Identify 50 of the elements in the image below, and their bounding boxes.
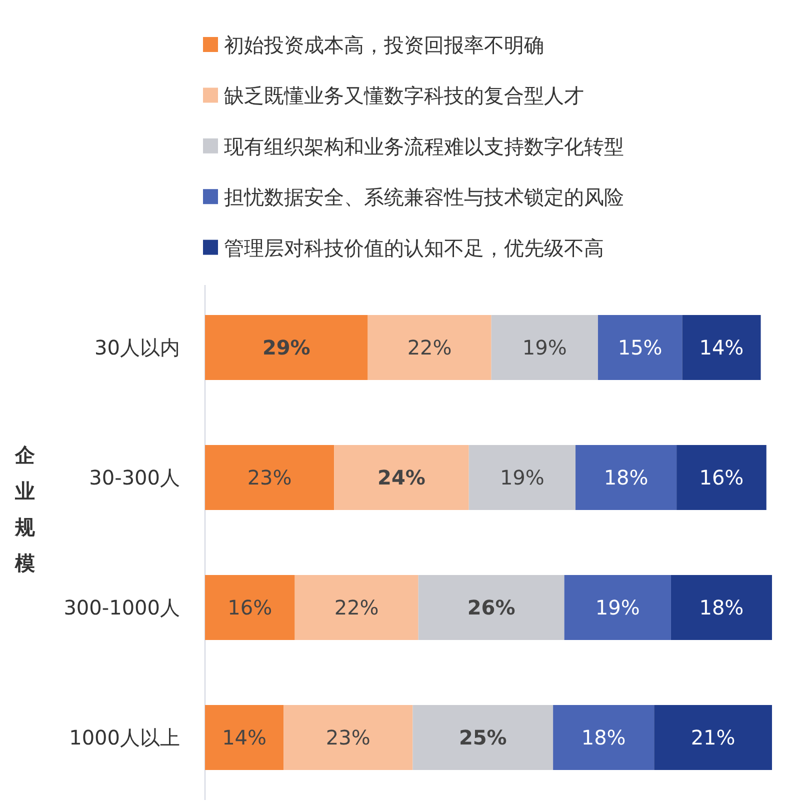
data-label: 16%: [699, 466, 744, 490]
bar: [491, 315, 598, 380]
bar: [368, 315, 492, 380]
data-label: 19%: [500, 466, 544, 490]
bar: [412, 705, 554, 770]
data-label: 22%: [334, 596, 379, 620]
y-tick-label: 1000人以上: [69, 726, 180, 750]
bar: [654, 705, 772, 770]
legend-label: 初始投资成本高，投资回报率不明确: [224, 33, 544, 57]
legend-label: 现有组织架构和业务流程难以支持数字化转型: [224, 134, 624, 158]
bar: [676, 445, 766, 510]
legend-label: 缺乏既懂业务又懂数字科技的复合型人才: [224, 84, 584, 108]
legend-label: 管理层对科技价值的认知不足，优先级不高: [224, 236, 604, 260]
data-label: 18%: [699, 596, 744, 620]
data-label: 23%: [247, 466, 292, 490]
y-tick-label: 30人以内: [94, 336, 180, 360]
y-tick-label: 300-1000人: [64, 596, 180, 620]
data-label: 18%: [581, 726, 626, 750]
bar: [205, 315, 368, 380]
data-label: 19%: [522, 336, 567, 360]
bar: [294, 575, 418, 640]
data-label: 22%: [407, 336, 452, 360]
bar: [468, 445, 576, 510]
bar: [205, 445, 334, 510]
bar: [576, 445, 677, 510]
data-label: 18%: [604, 466, 648, 490]
y-tick-label: 30-300人: [89, 466, 180, 490]
data-label: 29%: [262, 336, 310, 360]
bar: [564, 575, 671, 640]
bar: [205, 575, 295, 640]
bar: [205, 705, 284, 770]
data-label: 15%: [618, 336, 662, 360]
bar: [284, 705, 413, 770]
data-label: 23%: [326, 726, 370, 750]
bar: [418, 575, 564, 640]
bar: [598, 315, 682, 380]
bar: [553, 705, 654, 770]
bar: [682, 315, 761, 380]
data-label: 26%: [467, 596, 516, 620]
data-label: 14%: [699, 336, 744, 360]
data-label: 14%: [222, 726, 267, 750]
data-label: 25%: [458, 726, 507, 750]
data-label: 19%: [595, 596, 640, 620]
bar: [670, 575, 772, 640]
legend-label: 担忧数据安全、系统兼容性与技术锁定的风险: [224, 185, 624, 210]
data-label: 21%: [690, 726, 736, 750]
data-label: 16%: [228, 596, 272, 620]
y-axis-title: 企业规模: [14, 443, 36, 575]
data-label: 24%: [378, 466, 426, 490]
bar: [334, 445, 469, 510]
